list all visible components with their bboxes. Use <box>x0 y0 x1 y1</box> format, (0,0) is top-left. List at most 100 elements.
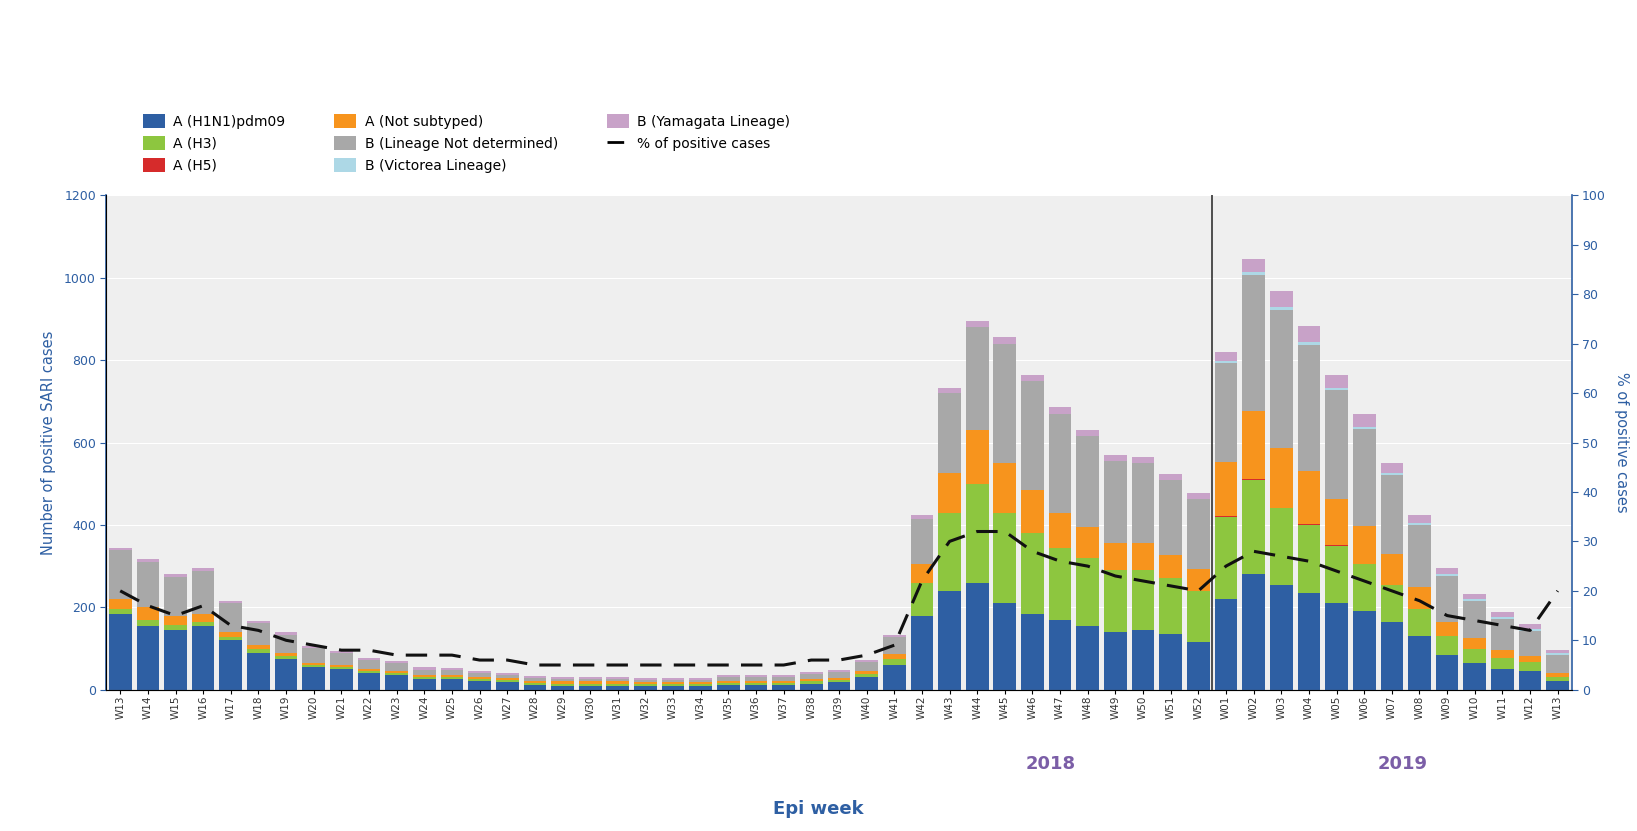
Bar <box>1408 587 1431 609</box>
Bar <box>966 484 989 583</box>
Bar <box>882 654 905 659</box>
Bar <box>164 573 187 577</box>
Bar <box>689 678 712 681</box>
Bar <box>303 648 326 662</box>
Bar <box>938 393 961 474</box>
Bar <box>468 679 491 681</box>
Text: 2018: 2018 <box>1025 755 1076 773</box>
Bar <box>1491 619 1514 650</box>
Bar <box>938 591 961 690</box>
Bar <box>910 583 933 616</box>
Bar <box>247 622 270 645</box>
Bar <box>1159 480 1182 554</box>
Bar <box>496 682 519 690</box>
Bar <box>1215 599 1238 690</box>
Bar <box>1049 620 1072 690</box>
Bar <box>1408 609 1431 637</box>
Text: Epi week: Epi week <box>773 800 864 819</box>
Bar <box>828 682 850 690</box>
Bar <box>192 614 214 622</box>
Bar <box>994 463 1017 513</box>
Bar <box>1436 577 1459 622</box>
Y-axis label: % of positive cases: % of positive cases <box>1614 372 1629 513</box>
Bar <box>800 675 823 680</box>
Bar <box>717 677 740 681</box>
Bar <box>164 616 187 625</box>
Bar <box>1270 307 1293 310</box>
Bar <box>110 599 131 609</box>
Bar <box>524 678 547 681</box>
Bar <box>1187 642 1210 690</box>
Bar <box>1103 455 1126 461</box>
Bar <box>1187 499 1210 569</box>
Bar <box>413 667 435 670</box>
Bar <box>606 677 629 680</box>
Bar <box>717 676 740 677</box>
Bar <box>994 513 1017 603</box>
Bar <box>1491 650 1514 657</box>
Bar <box>1298 342 1319 345</box>
Bar <box>1352 564 1375 612</box>
Bar <box>938 474 961 513</box>
Bar <box>1077 558 1098 626</box>
Bar <box>1298 593 1319 690</box>
Bar <box>773 685 796 690</box>
Bar <box>1242 479 1265 574</box>
Bar <box>110 548 131 549</box>
Bar <box>1326 545 1347 603</box>
Bar <box>661 686 684 690</box>
Bar <box>1215 517 1238 599</box>
Bar <box>303 665 326 667</box>
Bar <box>773 677 796 681</box>
Bar <box>303 662 326 665</box>
Bar <box>1242 275 1265 411</box>
Bar <box>303 667 326 690</box>
Bar <box>1491 657 1514 669</box>
Bar <box>331 665 352 667</box>
Bar <box>552 679 575 681</box>
Bar <box>966 430 989 484</box>
Bar <box>385 676 408 690</box>
Bar <box>192 622 214 626</box>
Bar <box>440 668 463 670</box>
Bar <box>1547 653 1568 655</box>
Bar <box>1352 526 1375 564</box>
Bar <box>1131 570 1154 630</box>
Bar <box>1131 543 1154 570</box>
Bar <box>552 684 575 686</box>
Bar <box>1326 603 1347 690</box>
Bar <box>1408 514 1431 523</box>
Bar <box>110 609 131 613</box>
Bar <box>1380 622 1403 690</box>
Bar <box>275 632 298 635</box>
Bar <box>1547 676 1568 681</box>
Bar <box>1131 457 1154 463</box>
Bar <box>938 513 961 591</box>
Bar <box>1491 669 1514 690</box>
Bar <box>1077 626 1098 690</box>
Bar <box>1215 352 1238 361</box>
Bar <box>110 549 131 599</box>
Bar <box>385 663 408 671</box>
Bar <box>1436 655 1459 690</box>
Bar <box>1131 463 1154 543</box>
Y-axis label: Number of positive SARI cases: Number of positive SARI cases <box>41 330 56 555</box>
Bar <box>136 562 159 607</box>
Bar <box>468 673 491 676</box>
Bar <box>855 661 877 671</box>
Bar <box>496 673 519 675</box>
Bar <box>247 621 270 622</box>
Bar <box>1103 543 1126 570</box>
Bar <box>496 681 519 682</box>
Bar <box>413 680 435 690</box>
Text: 2019: 2019 <box>1377 755 1427 773</box>
Bar <box>579 677 601 680</box>
Bar <box>882 637 905 654</box>
Bar <box>1380 474 1403 475</box>
Bar <box>552 686 575 690</box>
Bar <box>440 675 463 677</box>
Bar <box>1215 363 1238 462</box>
Bar <box>275 659 298 690</box>
Bar <box>1352 415 1375 427</box>
Bar <box>552 681 575 684</box>
